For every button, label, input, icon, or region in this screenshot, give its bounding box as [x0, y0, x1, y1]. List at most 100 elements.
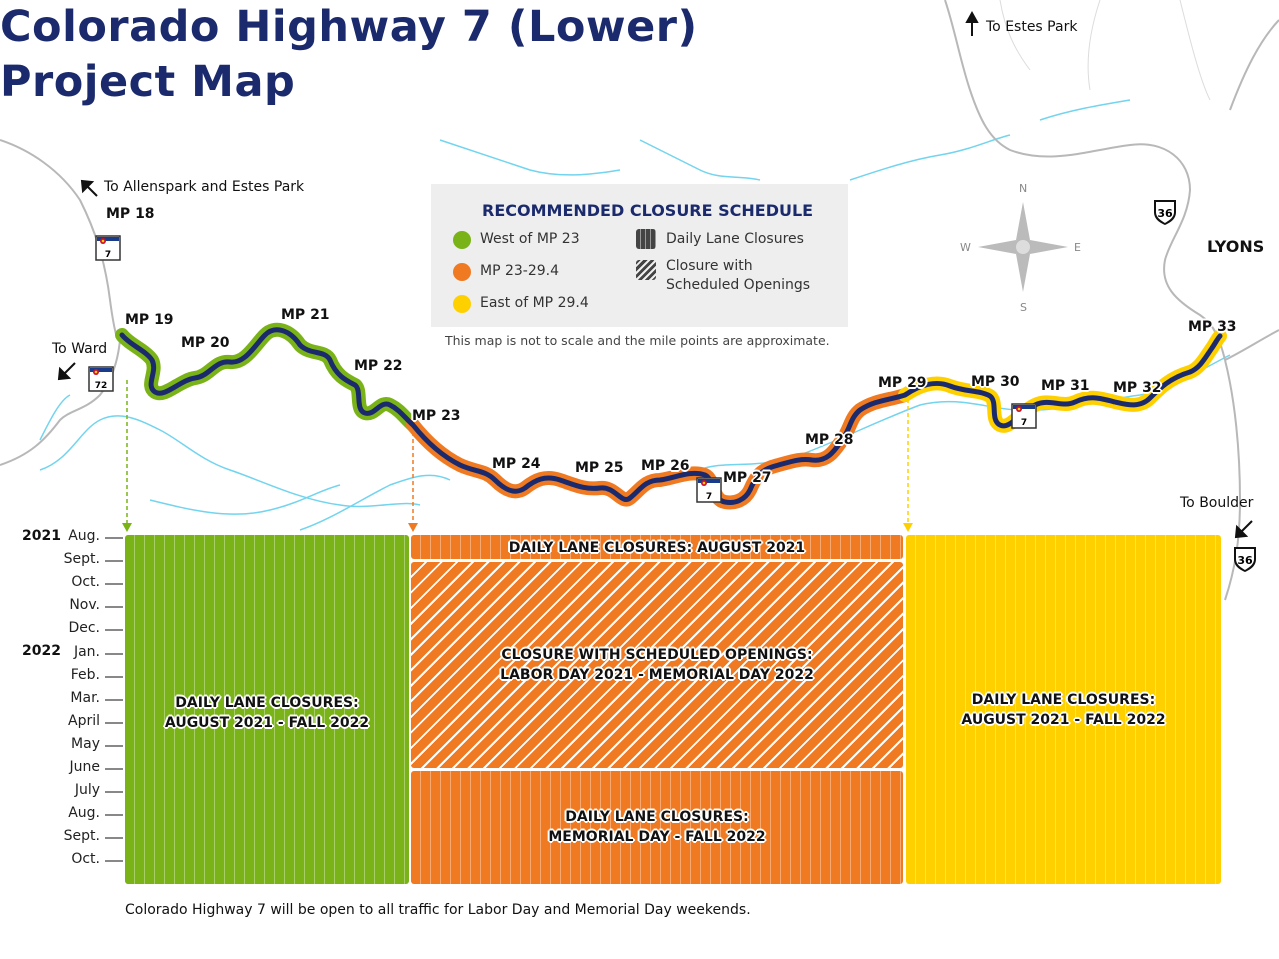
mile-point-22: MP 22 — [354, 358, 403, 374]
mile-point-21: MP 21 — [281, 307, 330, 323]
orange-memorial-line1: DAILY LANE CLOSURES: — [565, 809, 749, 825]
yellow-block-label: DAILY LANE CLOSURES: AUGUST 2021 - FALL … — [906, 690, 1221, 730]
yellow-schedule-block — [906, 535, 1221, 884]
mile-point-31: MP 31 — [1041, 378, 1090, 394]
legend-title: RECOMMENDED CLOSURE SCHEDULE — [482, 201, 814, 220]
month-label: Aug. — [68, 805, 100, 822]
orange-august-block — [411, 535, 903, 559]
mile-point-26: MP 26 — [641, 458, 690, 474]
co7-shield-icon: 7 — [696, 477, 722, 507]
month-label: May — [71, 735, 100, 752]
month-label: Sept. — [63, 551, 100, 568]
orange-august-label: DAILY LANE CLOSURES: AUGUST 2021 — [508, 540, 806, 556]
year-2021: 2021 — [22, 528, 61, 544]
timeline-arrows — [122, 380, 913, 532]
direction-ward: To Ward — [52, 341, 108, 357]
mile-point-27: MP 27 — [723, 470, 772, 486]
month-tick — [105, 583, 123, 586]
month-label: Nov. — [69, 597, 100, 614]
yellow-block-line1: DAILY LANE CLOSURES: — [971, 692, 1156, 708]
month-tick — [105, 721, 123, 724]
segment-orange — [406, 388, 912, 510]
legend-daily-label: Daily Lane Closures — [666, 231, 804, 247]
month-label: June — [69, 759, 101, 775]
legend-closure-line1: Closure with — [666, 258, 753, 274]
mile-point-30: MP 30 — [971, 374, 1020, 390]
month-label: July — [74, 782, 100, 799]
orange-closure-block — [411, 562, 903, 768]
month-tick — [105, 814, 123, 817]
mile-point-29: MP 29 — [878, 375, 927, 391]
terrain-lines — [999, 0, 1211, 101]
month-tick — [105, 675, 123, 678]
mile-point-20: MP 20 — [181, 335, 230, 351]
footer-note: Colorado Highway 7 will be open to all t… — [125, 902, 751, 918]
orange-memorial-label: DAILY LANE CLOSURES: MEMORIAL DAY - FALL… — [411, 807, 903, 847]
highway-route — [115, 322, 1227, 510]
mile-point-25: MP 25 — [575, 460, 624, 476]
month-label: Aug. — [68, 528, 100, 544]
month-tick — [105, 560, 123, 563]
legend-closure-line2: Scheduled Openings — [666, 277, 811, 293]
month-label: Sept. — [63, 828, 100, 845]
legend-closure-swatch-icon — [636, 260, 656, 280]
month-tick — [105, 652, 123, 655]
month-label: Feb. — [70, 666, 100, 683]
direction-arrows — [57, 10, 1253, 539]
page-title: Colorado Highway 7 (Lower) Project Map — [0, 0, 1279, 110]
mile-point-33: MP 33 — [1188, 319, 1237, 335]
co7-shield-number: 7 — [105, 250, 111, 260]
month-tick — [105, 629, 123, 632]
legend-yellow-label: East of MP 29.4 — [480, 295, 589, 311]
co72-shield-icon: 72 — [88, 366, 114, 396]
legend-orange-dot-icon — [453, 263, 471, 281]
orange-memorial-line2: MEMORIAL DAY - FALL 2022 — [548, 829, 766, 845]
title-line-1: Colorado Highway 7 (Lower) — [0, 2, 698, 52]
month-label: Oct. — [71, 574, 100, 591]
town-lyons: LYONS — [1207, 237, 1265, 256]
green-block-line1: DAILY LANE CLOSURES: — [175, 695, 359, 711]
month-label: Oct. — [71, 851, 100, 868]
green-schedule-block — [125, 535, 409, 884]
orange-closure-line2: LABOR DAY 2021 - MEMORIAL DAY 2022 — [500, 667, 814, 683]
mile-point-32: MP 32 — [1113, 380, 1162, 396]
green-block-label: DAILY LANE CLOSURES: AUGUST 2021 - FALL … — [125, 693, 409, 733]
orange-memorial-block — [411, 771, 903, 884]
co7-shield-icon: 7 — [1011, 403, 1037, 433]
month-label: Dec. — [68, 620, 100, 637]
us36-shield-number: 36 — [1157, 207, 1173, 220]
legend-green-dot-icon — [453, 231, 471, 249]
mile-point-23: MP 23 — [412, 408, 461, 424]
month-tick — [105, 698, 123, 701]
legend-yellow-dot-icon — [453, 295, 471, 313]
month-tick — [105, 837, 123, 840]
month-tick — [105, 860, 123, 863]
mile-point-28: MP 28 — [805, 432, 854, 448]
us36-shield-icon: 36 — [1231, 545, 1259, 577]
yellow-block-line2: AUGUST 2021 - FALL 2022 — [961, 712, 1166, 728]
compass-e: E — [1074, 241, 1081, 254]
legend-green-label: West of MP 23 — [480, 231, 580, 247]
mile-point-24: MP 24 — [492, 456, 541, 472]
legend-closure-label: Closure with Scheduled Openings — [666, 257, 810, 295]
month-tick — [105, 606, 123, 609]
month-label: Jan. — [73, 643, 100, 660]
legend: RECOMMENDED CLOSURE SCHEDULE West of MP … — [431, 184, 848, 327]
title-line-2: Project Map — [0, 57, 296, 107]
month-tick — [105, 744, 123, 747]
highway-center-line — [119, 327, 1223, 505]
co7-shield-icon: 7 — [95, 235, 121, 265]
co7-shield-number: 7 — [1021, 418, 1027, 428]
mile-point-18: MP 18 — [106, 206, 155, 222]
compass-rose-icon — [978, 202, 1068, 292]
compass-w: W — [960, 241, 971, 254]
year-2022: 2022 — [22, 643, 61, 659]
direction-boulder: To Boulder — [1180, 495, 1254, 511]
compass-n: N — [1019, 182, 1028, 195]
orange-closure-line1: CLOSURE WITH SCHEDULED OPENINGS: — [501, 647, 813, 663]
month-tick — [105, 537, 123, 539]
scale-note: This map is not to scale and the mile po… — [445, 333, 830, 348]
direction-allenspark: To Allenspark and Estes Park — [104, 179, 305, 195]
month-tick — [105, 791, 123, 794]
